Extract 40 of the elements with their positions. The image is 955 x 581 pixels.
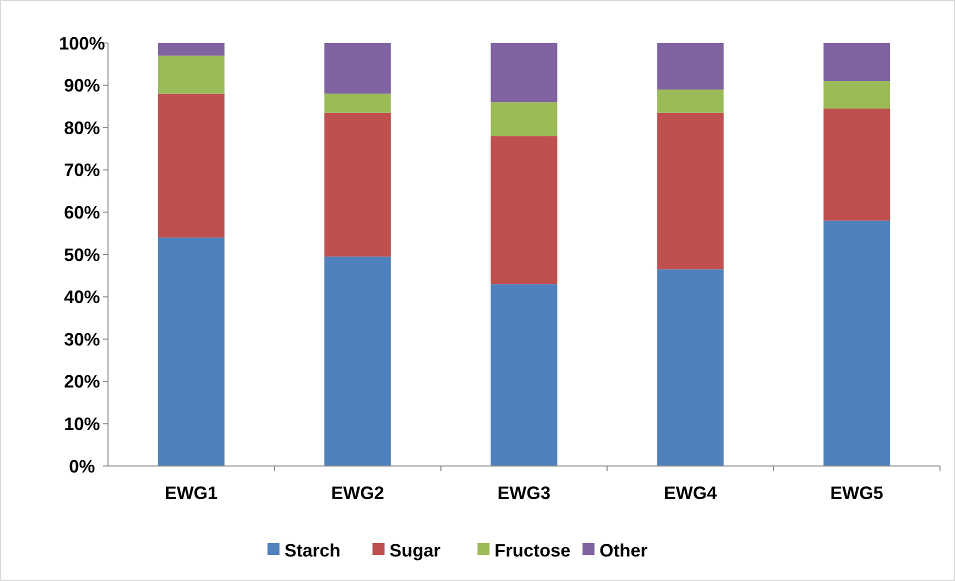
bar xyxy=(490,284,558,466)
legend-label: Other xyxy=(600,540,648,560)
y-tick-label: 80% xyxy=(64,118,100,138)
bar xyxy=(324,43,391,94)
y-tick-label: 50% xyxy=(64,244,100,265)
legend-label: Fructose xyxy=(494,540,571,560)
y-tick-label: 90% xyxy=(64,76,100,96)
x-tick-label: EWG5 xyxy=(830,483,884,503)
x-tick-label: EWG3 xyxy=(497,483,551,503)
bar xyxy=(158,43,224,56)
bar xyxy=(824,108,890,221)
x-tick-label: EWG1 xyxy=(164,483,218,503)
legend-label: Sugar xyxy=(390,540,441,560)
bar xyxy=(158,56,224,94)
y-tick-label: 20% xyxy=(64,372,100,392)
bar xyxy=(657,269,724,466)
y-tick-label: 70% xyxy=(64,160,100,180)
y-tick-label: 10% xyxy=(64,414,100,434)
bar xyxy=(657,112,724,270)
bar xyxy=(158,94,224,238)
bar xyxy=(490,43,558,102)
bar xyxy=(657,90,724,113)
bar xyxy=(824,43,890,82)
bar xyxy=(490,102,558,136)
y-tick-label: 100% xyxy=(58,33,106,54)
y-tick-label: 30% xyxy=(64,329,100,350)
bar xyxy=(158,238,224,466)
legend-label: Starch xyxy=(284,540,341,560)
bar xyxy=(824,81,890,109)
bar xyxy=(324,256,391,466)
x-tick-label: EWG2 xyxy=(331,483,384,503)
bar xyxy=(490,136,558,284)
bar xyxy=(657,43,724,90)
bar xyxy=(324,94,391,113)
bar xyxy=(324,112,391,257)
y-tick-label: 0% xyxy=(68,456,96,476)
y-tick-label: 60% xyxy=(64,202,100,222)
y-tick-label: 40% xyxy=(64,287,100,308)
x-tick-label: EWG4 xyxy=(664,483,717,503)
bar xyxy=(824,220,890,466)
